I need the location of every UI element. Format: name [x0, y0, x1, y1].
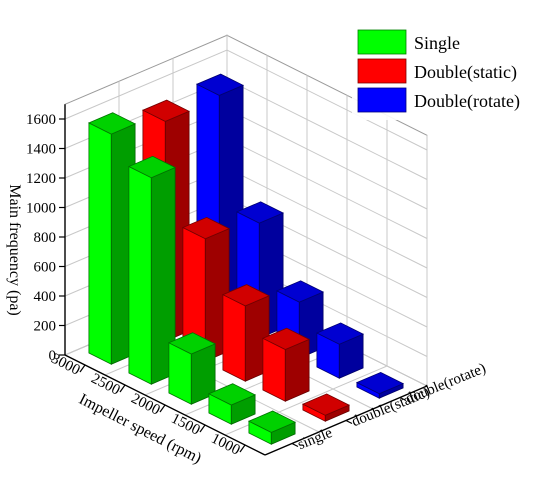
x-tick-mark: [119, 384, 126, 393]
bar-double-static--1000: [301, 393, 351, 422]
legend-label: Single: [414, 33, 460, 53]
z-tick-label: 1400: [26, 142, 56, 158]
legend-label: Double(rotate): [414, 91, 520, 112]
legend-swatch: [357, 87, 407, 113]
z-tick-label: 1000: [26, 201, 56, 217]
z-tick-label: 0: [49, 348, 57, 364]
depth-tick-label: double(rotate): [404, 361, 489, 408]
bar-single-2500: [127, 155, 177, 385]
bar-double-rotate--1000: [355, 371, 405, 399]
legend: Single Double(static) Double(rotate): [352, 26, 544, 120]
x-tick-label: 1000: [208, 431, 242, 459]
legend-swatch: [357, 29, 407, 55]
depth-tick-label: single: [296, 425, 336, 453]
legend-label: Double(static): [414, 62, 517, 83]
z-tick-label: 400: [34, 289, 57, 305]
bars-group: [87, 73, 405, 445]
bar-single-2000: [167, 332, 217, 405]
bar-double-static--1500: [261, 327, 311, 402]
depth-tick-mark: [345, 419, 353, 425]
x-tick-mark: [159, 404, 166, 413]
z-tick-label: 1600: [26, 112, 56, 128]
x-tick-label: 1500: [168, 411, 202, 439]
bar-double-static--2000: [221, 284, 271, 382]
x-tick-label: 2000: [128, 391, 162, 419]
z-tick-label: 1200: [26, 171, 56, 187]
z-tick-label: 800: [34, 230, 57, 246]
x-tick-mark: [79, 364, 86, 373]
y-axis-title: Main frequency (pa): [6, 184, 23, 316]
bar-single-1500: [207, 383, 257, 425]
x-tick-label: 3000: [48, 351, 82, 379]
x-tick-mark: [199, 424, 206, 433]
x-tick-label: 2500: [88, 371, 122, 399]
bar-single-3000: [87, 112, 137, 365]
depth-tick-mark: [399, 396, 407, 402]
bar-double-rotate--1500: [315, 322, 365, 379]
depth-tick-mark: [291, 442, 299, 448]
bar-single-1000: [247, 410, 297, 445]
x-tick-mark: [239, 444, 246, 453]
legend-swatch: [357, 58, 407, 84]
z-tick-label: 200: [34, 319, 57, 335]
z-tick-label: 600: [34, 260, 57, 276]
